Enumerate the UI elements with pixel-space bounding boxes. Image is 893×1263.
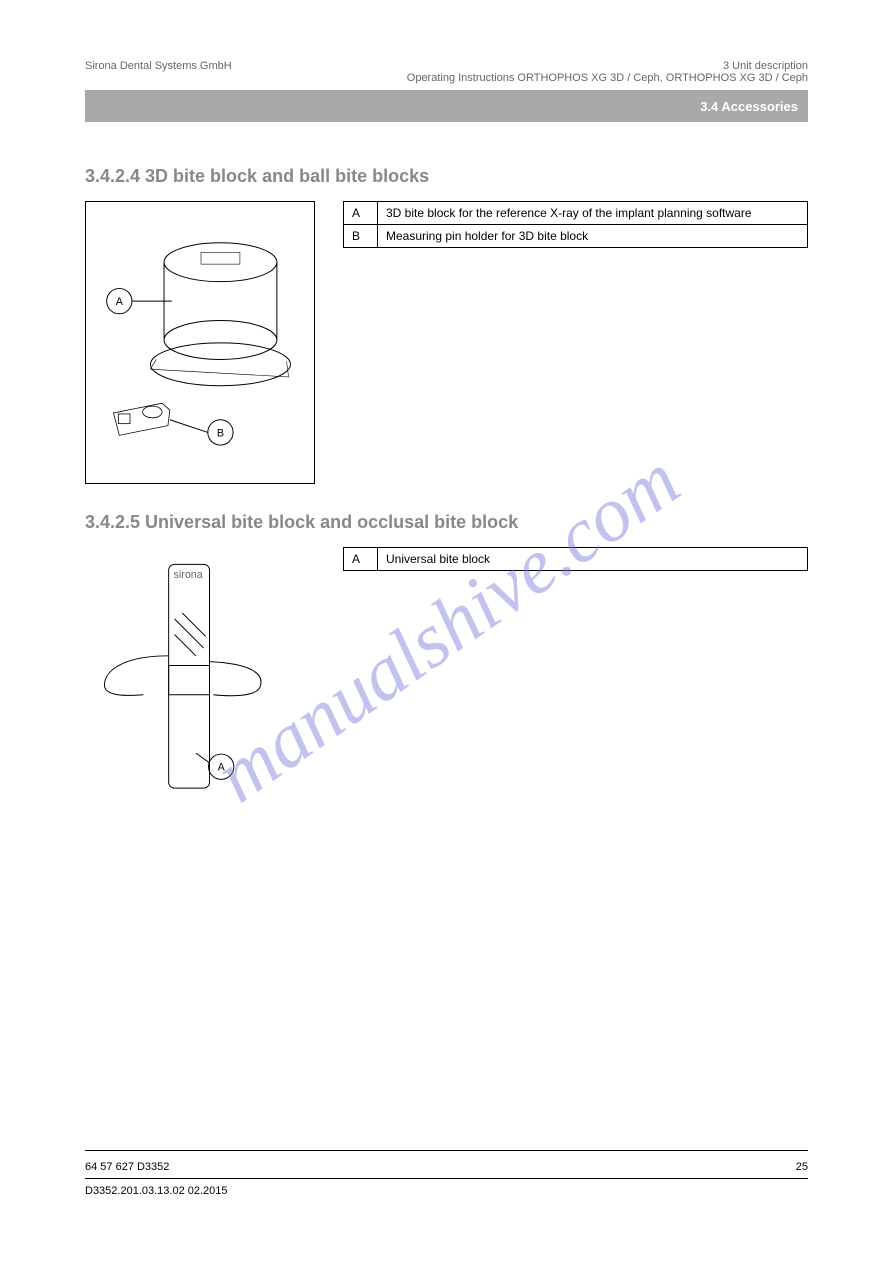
header-right-2: Operating Instructions ORTHOPHOS XG 3D /… bbox=[407, 72, 808, 84]
callout-a: A bbox=[116, 296, 124, 308]
section-2-title: 3.4.2.5 Universal bite block and occlusa… bbox=[85, 512, 808, 533]
svg-text:sirona: sirona bbox=[174, 569, 203, 581]
grey-bar-right: 3.4 Accessories bbox=[700, 99, 798, 114]
table-cell-val: Universal bite block bbox=[378, 548, 808, 571]
figure-2-svg: sirona A bbox=[85, 555, 299, 815]
header-left: Sirona Dental Systems GmbH bbox=[85, 60, 232, 84]
table-cell-key: B bbox=[344, 225, 378, 248]
table-cell-val: Measuring pin holder for 3D bite block bbox=[378, 225, 808, 248]
table-row: A Universal bite block bbox=[344, 548, 808, 571]
header-right-1: 3 Unit description bbox=[407, 60, 808, 72]
figure-2: sirona A bbox=[85, 547, 315, 828]
table-1: A 3D bite block for the reference X-ray … bbox=[343, 201, 808, 248]
table-row: B Measuring pin holder for 3D bite block bbox=[344, 225, 808, 248]
table-row: A 3D bite block for the reference X-ray … bbox=[344, 202, 808, 225]
footer-rev: D3352.201.03.13.02 02.2015 bbox=[85, 1185, 228, 1197]
table-cell-key: A bbox=[344, 548, 378, 571]
callout-b: B bbox=[217, 427, 224, 439]
table-2: A Universal bite block bbox=[343, 547, 808, 571]
figure-1-svg: A B bbox=[94, 210, 308, 470]
table-cell-key: A bbox=[344, 202, 378, 225]
grey-bar: 3.4 Accessories bbox=[85, 90, 808, 122]
table-cell-val: 3D bite block for the reference X-ray of… bbox=[378, 202, 808, 225]
figure-1: A B bbox=[85, 201, 315, 484]
header-row: Sirona Dental Systems GmbH 3 Unit descri… bbox=[85, 60, 808, 84]
footer-page: 25 bbox=[796, 1161, 808, 1173]
callout-a2: A bbox=[218, 762, 226, 774]
footer-docnum: 64 57 627 D3352 bbox=[85, 1161, 169, 1173]
footer-rule-2 bbox=[85, 1178, 808, 1179]
section-1-title: 3.4.2.4 3D bite block and ball bite bloc… bbox=[85, 166, 808, 187]
footer-rule bbox=[85, 1150, 808, 1151]
footer-row: 64 57 627 D3352 25 bbox=[85, 1161, 808, 1173]
